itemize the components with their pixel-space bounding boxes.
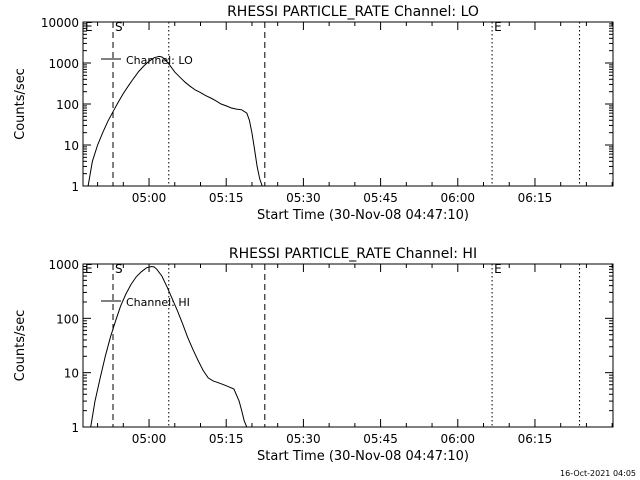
hi-x-tick-label: 06:00	[440, 432, 475, 446]
lo-x-tick-label: 06:15	[518, 191, 553, 205]
lo-marker-label: E	[494, 20, 502, 34]
hi-y-axis-label: Counts/sec	[13, 310, 28, 382]
lo-y-tick-label: 1	[71, 180, 79, 194]
hi-y-tick-label: 1	[71, 421, 79, 435]
hi-legend-label: Channel: HI	[126, 296, 190, 309]
lo-marker-label: E	[85, 20, 93, 34]
hi-y-tick-label: 1000	[48, 258, 79, 272]
hi-x-tick-label: 05:15	[209, 432, 244, 446]
hi-marker-label: S	[115, 262, 123, 276]
lo-chart-title: RHESSI PARTICLE_RATE Channel: LO	[227, 4, 479, 20]
lo-y-tick-label: 10000	[41, 16, 79, 30]
lo-marker-label: S	[115, 20, 123, 34]
lo-plot-frame	[82, 21, 614, 187]
lo-x-axis-label: Start Time (30-Nov-08 04:47:10)	[257, 208, 469, 223]
lo-x-tick-label: 06:00	[440, 191, 475, 205]
hi-plot-frame	[82, 263, 614, 428]
hi-y-tick-label: 10	[64, 367, 79, 381]
hi-x-tick-label: 05:45	[363, 432, 398, 446]
hi-x-tick-label: 06:15	[518, 432, 553, 446]
hi-series-line	[90, 265, 248, 428]
lo-y-tick-label: 1000	[48, 57, 79, 71]
hi-x-tick-label: 05:30	[286, 432, 321, 446]
lo-x-tick-label: 05:30	[286, 191, 321, 205]
footer-timestamp: 16-Oct-2021 04:05	[560, 469, 636, 478]
lo-x-tick-label: 05:15	[209, 191, 244, 205]
hi-marker-label: E	[494, 262, 502, 276]
hi-x-axis-label: Start Time (30-Nov-08 04:47:10)	[257, 449, 469, 464]
lo-y-axis-label: Counts/sec	[13, 68, 28, 140]
hi-chart-title: RHESSI PARTICLE_RATE Channel: HI	[229, 246, 477, 262]
lo-series-line	[87, 55, 263, 187]
lo-x-tick-label: 05:00	[132, 191, 167, 205]
lo-legend-label: Channel: LO	[126, 54, 193, 67]
lo-x-tick-label: 05:45	[363, 191, 398, 205]
lo-y-tick-label: 10	[64, 139, 79, 153]
hi-y-tick-label: 100	[56, 312, 79, 326]
lo-y-tick-label: 100	[56, 98, 79, 112]
hi-marker-label: E	[85, 262, 93, 276]
hi-x-tick-label: 05:00	[132, 432, 167, 446]
